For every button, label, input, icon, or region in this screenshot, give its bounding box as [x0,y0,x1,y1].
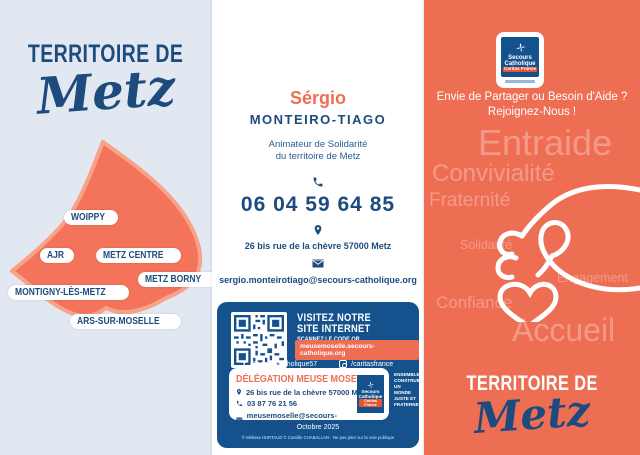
delegation-phone: 03 87 76 21 56 [247,399,298,408]
panel-contact: Sérgio MONTEIRO-TIAGO Animateur de Solid… [212,0,424,455]
value-word-confiance: Confiance [436,293,513,312]
map-label-metz-borny: METZ BORNY [138,272,219,287]
social-row: f /Secourscatholique57 /caritasfrance [217,359,419,369]
territory-title-line1: TERRITOIRE DE [28,40,184,68]
secours-catholique-logo-card: Secours Catholique Caritas France [496,32,544,88]
instagram-icon [339,360,348,368]
secours-catholique-logo: Secours Catholique Caritas France [501,37,539,77]
invite-line1: Envie de Partager ou Besoin d'Aide ? [436,91,628,103]
envelope-icon [236,417,243,422]
map-label-ars-sur-moselle: ARS-SUR-MOSELLE [70,314,182,329]
facebook-link[interactable]: f /Secourscatholique57 [243,359,317,369]
phone-icon [236,400,243,407]
info-blue-box: VISITEZ NOTRE SITE INTERNET SCANNEZ LE C… [217,302,425,448]
value-word-fraternite: Fraternité [429,190,511,211]
map-label-woippy: WOIPPY [64,210,119,225]
contact-block: Sérgio MONTEIRO-TIAGO Animateur de Solid… [212,88,424,285]
facebook-handle: /Secourscatholique57 [249,360,318,368]
instagram-handle: /caritasfrance [351,360,394,368]
website-url-badge[interactable]: meusemoselle.secours-catholique.org [295,340,419,360]
credits-line: © Mélissa HURTAUD © Camille CHABALLAN · … [241,435,395,440]
location-pin-icon [212,221,424,239]
map-label-ajr: AJR [40,248,75,263]
publication-date: Octobre 2025 [296,424,340,431]
panel-territory-map: TERRITOIRE DE Metz WOIPPY AJR METZ CENTR… [0,0,219,455]
delegation-title: DÉLÉGATION MEUSE MOSELLE [236,373,374,385]
invite-text: Envie de Partager ou Besoin d'Aide ? Rej… [424,90,640,120]
contact-role-line1: Animateur de Solidarité [268,139,368,150]
territory-title-line1: TERRITOIRE DE [466,372,598,395]
slogan-text: ENSEMBLE, CONSTRUIRE UN MONDE JUSTE ET F… [394,372,425,407]
value-word-convivialite: Convivialité [432,160,555,187]
contact-email[interactable]: sergio.monteirotiago@secours-catholique.… [219,275,417,285]
invite-line2: Rejoignez-Nous ! [487,106,577,118]
visit-site-text: VISITEZ NOTRE SITE INTERNET SCANNEZ LE C… [297,312,371,343]
secours-catholique-logo: Secours Catholique Caritas France [357,375,384,413]
contact-first-name: Sérgio [289,88,346,108]
contact-phone-number: 06 04 59 64 85 [240,193,396,216]
contact-address: 26 bis rue de la chèvre 57000 Metz [244,241,392,251]
phone-icon [212,173,424,191]
delegation-address: 26 bis rue de la chèvre 57000 Metz [246,387,369,397]
map-label-metz-centre: METZ CENTRE [96,248,182,263]
value-word-accueil: Accueil [512,312,616,348]
value-word-entraide: Entraide [478,122,613,163]
facebook-icon: f [242,359,246,369]
hand-heart-illustration [452,176,640,331]
contact-role-line2: du territoire de Metz [275,151,361,162]
logo-tagline [505,80,535,83]
location-pin-icon [237,389,241,395]
map-label-montigny: MONTIGNY-LÈS-METZ [8,285,129,300]
delegation-email[interactable]: meusemoselle@secours-catholique.org [246,410,337,429]
instagram-link[interactable]: /caritasfrance [339,360,393,368]
contact-last-name: MONTEIRO-TIAGO [249,112,387,127]
envelope-icon [212,255,424,273]
panel-join-us: Secours Catholique Caritas France Envie … [424,0,640,455]
delegation-card: DÉLÉGATION MEUSE MOSELLE 26 bis rue de l… [229,368,389,429]
caritas-emblem-icon [367,381,374,388]
qr-code [231,312,287,368]
caritas-emblem-icon [515,42,525,53]
